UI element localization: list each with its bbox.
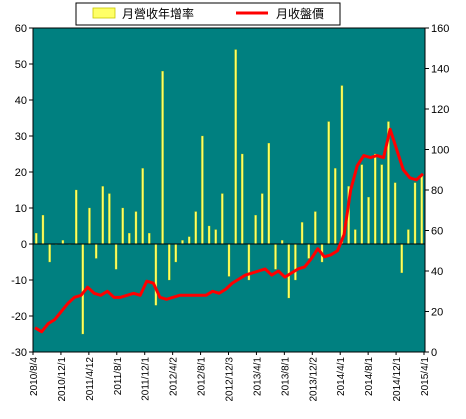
bar-33 [254,215,257,245]
bar-20 [168,243,171,281]
left-tick-label: -10 [11,275,27,287]
bar-23 [187,236,191,245]
x-tick-label: 2011/12/1 [141,357,152,401]
bar-45 [334,168,337,245]
bar-9 [94,243,98,259]
bar-25 [201,135,204,245]
bar-35 [267,143,271,245]
right-tick-label: 0 [431,347,437,359]
bar-48 [354,229,357,245]
bar-12 [114,243,118,270]
bar-57 [413,182,417,245]
bar-4 [61,240,65,245]
right-tick-label: 40 [431,266,443,278]
right-tick-label: 120 [431,104,449,116]
left-tick-label: 0 [21,239,27,251]
bar-19 [161,71,164,245]
left-tick-label: -30 [11,347,27,359]
bar-24 [194,211,197,245]
plot-area [33,28,425,352]
right-tick-label: 80 [431,185,443,197]
price-line [34,127,425,334]
bar-50 [367,197,370,245]
bar-49 [360,164,364,245]
bar-58 [420,175,423,245]
bar-46 [340,85,344,245]
right-tick-label: 100 [431,145,449,157]
legend-bar-swatch [92,7,116,19]
bar-22 [181,240,184,245]
bar-21 [174,243,178,263]
bar-29 [227,243,231,277]
legend-line-label: 月收盤價 [276,7,324,21]
bar-37 [280,240,284,245]
legend-bar-label: 月營收年增率 [122,6,194,21]
right-tick-label: 160 [431,23,449,35]
bar-55 [400,243,403,273]
bar-26 [207,225,211,245]
bar-27 [214,229,217,245]
x-tick-label: 2012/12/3 [225,357,236,402]
bar-0 [35,233,38,245]
x-tick-label: 2013/8/1 [280,357,291,396]
bar-41 [307,243,310,259]
bar-56 [407,229,410,245]
left-tick-label: 30 [15,131,27,143]
bar-14 [128,233,131,245]
x-tick-label: 2013/4/1 [252,357,263,396]
x-tick-label: 2010/8/4 [29,357,40,396]
right-tick-label: 20 [431,307,443,319]
left-tick-label: 40 [15,95,27,107]
bar-17 [148,233,151,245]
x-tick-label: 2014/12/1 [392,357,403,402]
left-tick-label: 50 [15,59,27,71]
left-tick-label: 20 [15,167,27,179]
bar-8 [88,207,91,245]
bar-11 [108,193,111,245]
legend-box [75,2,341,26]
bar-34 [261,193,264,245]
bar-38 [287,243,290,299]
bar-16 [141,168,144,245]
x-tick-label: 2012/8/1 [197,357,208,396]
bar-44 [327,121,330,245]
bar-42 [314,211,317,245]
bar-52 [380,164,383,245]
bar-15 [134,211,138,245]
bar-6 [75,189,78,245]
x-tick-label: 2014/4/1 [336,357,347,396]
x-tick-label: 2011/4/12 [85,357,96,401]
right-tick-label: 60 [431,226,443,238]
bar-36 [274,243,277,270]
bar-40 [300,222,304,245]
bar-7 [81,243,84,335]
bar-31 [241,153,244,245]
right-tick-label: 140 [431,64,449,76]
bar-1 [41,215,45,245]
left-tick-label: -20 [11,311,27,323]
x-tick-label: 2010/12/1 [57,357,68,402]
bar-2 [48,243,51,263]
x-tick-label: 2011/8/1 [113,357,124,396]
left-tick-label: 10 [15,203,27,215]
bar-39 [294,243,297,281]
x-tick-label: 2014/8/1 [364,357,375,396]
bar-30 [234,49,237,245]
x-tick-label: 2015/4/1 [420,357,431,396]
bar-18 [154,243,158,306]
bar-13 [121,207,124,245]
bar-51 [374,153,377,245]
x-tick-label: 2013/12/2 [308,357,319,402]
x-tick-label: 2012/4/2 [169,357,180,396]
bar-28 [221,193,224,245]
bar-54 [393,182,397,245]
left-tick-label: 60 [15,23,27,35]
bar-10 [101,186,104,245]
